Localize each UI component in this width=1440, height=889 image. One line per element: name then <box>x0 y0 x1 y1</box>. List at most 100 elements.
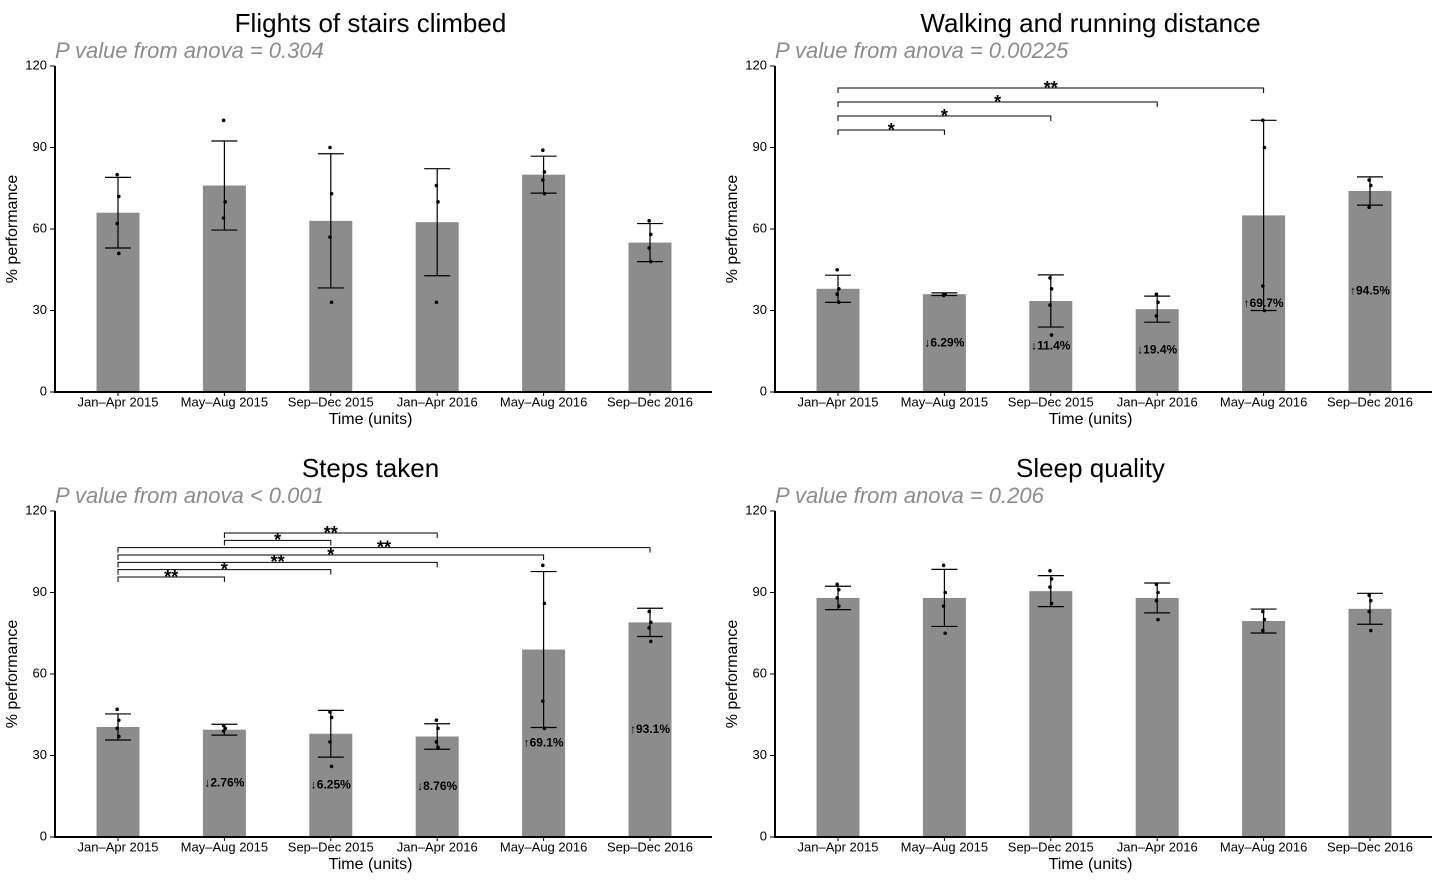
x-tick-label: Sep–Dec 2016 <box>1327 839 1413 854</box>
subtitle: P value from anova = 0.00225 <box>775 38 1069 63</box>
y-tick-label: 90 <box>753 584 767 599</box>
data-point <box>943 631 947 636</box>
significance-label: * <box>274 530 281 550</box>
change-label: ↑94.5% <box>1350 284 1390 298</box>
x-tick-label: May–Aug 2016 <box>500 394 587 409</box>
error-bar <box>1037 575 1064 608</box>
x-tick-label: May–Aug 2015 <box>181 394 268 409</box>
x-tick-label: Jan–Apr 2015 <box>798 394 879 409</box>
change-label: ↓11.4% <box>1031 339 1071 353</box>
y-tick-label: 30 <box>33 747 47 762</box>
error-bar <box>1357 592 1383 625</box>
x-tick-label: Jan–Apr 2016 <box>397 394 478 409</box>
significance-bracket <box>117 547 651 553</box>
data-point <box>835 267 839 272</box>
error-bar <box>317 709 344 758</box>
error-bar <box>211 723 238 736</box>
data-point <box>329 764 334 769</box>
significance-label: * <box>941 106 948 126</box>
y-tick-label: 30 <box>753 747 767 762</box>
significance-label: * <box>327 545 334 565</box>
error-bar <box>105 176 131 249</box>
bar <box>1242 621 1286 837</box>
x-axis-label: Time (units) <box>1049 856 1133 873</box>
x-tick-label: Jan–Apr 2015 <box>78 839 159 854</box>
bar <box>522 174 566 392</box>
significance-bracket <box>837 115 1052 121</box>
y-tick-label: 120 <box>745 502 767 517</box>
bar <box>96 726 140 837</box>
x-tick-label: Sep–Dec 2015 <box>1008 839 1094 854</box>
data-point <box>329 300 334 305</box>
y-tick-label: 60 <box>753 665 767 680</box>
x-tick-label: Sep–Dec 2015 <box>288 394 374 409</box>
x-tick-label: Sep–Dec 2015 <box>1008 394 1094 409</box>
data-point <box>434 718 439 722</box>
x-tick-label: May–Aug 2016 <box>500 839 587 854</box>
significance-bracket <box>837 129 945 135</box>
significance-label: * <box>888 120 895 140</box>
y-axis-label: % performance <box>4 620 21 729</box>
y-tick-label: 0 <box>760 828 767 843</box>
x-tick-label: Sep–Dec 2016 <box>607 839 693 854</box>
x-axis-label: Time (units) <box>1049 411 1133 428</box>
y-tick-label: 90 <box>33 584 47 599</box>
change-label: ↓8.76% <box>417 779 457 793</box>
error-bar <box>1357 176 1383 206</box>
bar <box>922 294 966 392</box>
y-tick-label: 0 <box>40 828 47 843</box>
error-bar <box>1250 608 1277 634</box>
bar <box>922 597 966 837</box>
x-tick-label: May–Aug 2016 <box>1220 839 1307 854</box>
x-tick-label: May–Aug 2015 <box>901 839 988 854</box>
y-tick-label: 120 <box>25 502 47 517</box>
change-label: ↓19.4% <box>1137 343 1177 357</box>
data-point <box>541 148 545 153</box>
y-tick-label: 60 <box>33 665 47 680</box>
data-point <box>541 563 545 568</box>
significance-bracket <box>837 101 1158 107</box>
data-point <box>1369 628 1373 633</box>
error-bar <box>1037 274 1064 328</box>
significance-bracket <box>117 576 225 582</box>
y-tick-label: 0 <box>760 383 767 398</box>
y-axis-label: % performance <box>4 175 21 284</box>
change-label: ↓2.76% <box>204 776 244 790</box>
x-tick-label: Jan–Apr 2015 <box>78 394 159 409</box>
x-tick-label: Sep–Dec 2016 <box>607 394 693 409</box>
y-tick-label: 60 <box>33 220 47 235</box>
error-bar <box>931 292 958 297</box>
error-bar <box>825 585 851 611</box>
subtitle: P value from anova = 0.304 <box>55 38 324 63</box>
data-point <box>117 251 121 256</box>
chart-title: Walking and running distance <box>920 8 1260 38</box>
data-point <box>941 563 946 568</box>
bar <box>628 242 672 392</box>
error-bar <box>825 274 851 303</box>
change-label: ↓6.29% <box>924 335 964 349</box>
bar <box>1135 597 1179 837</box>
data-point <box>647 219 651 223</box>
bar <box>1348 190 1392 392</box>
data-point <box>1154 292 1159 297</box>
change-label: ↑69.1% <box>524 735 564 749</box>
significance-bracket <box>117 561 438 568</box>
significance-label: * <box>994 92 1001 112</box>
x-tick-label: May–Aug 2016 <box>1220 394 1307 409</box>
chart-title: Sleep quality <box>1016 453 1165 483</box>
significance-label: * <box>221 559 228 579</box>
bar <box>202 729 246 837</box>
error-bar <box>211 140 238 231</box>
x-tick-label: Jan–Apr 2016 <box>1117 839 1198 854</box>
data-point <box>1367 205 1371 210</box>
data-point <box>115 707 119 712</box>
error-bar <box>424 168 451 277</box>
change-label: ↑69.7% <box>1244 296 1284 310</box>
error-bar <box>530 570 557 729</box>
x-axis-label: Time (units) <box>329 411 413 428</box>
bar <box>816 288 860 392</box>
y-tick-label: 30 <box>753 302 767 317</box>
error-bar <box>530 155 557 194</box>
chart-title: Steps taken <box>302 453 439 483</box>
